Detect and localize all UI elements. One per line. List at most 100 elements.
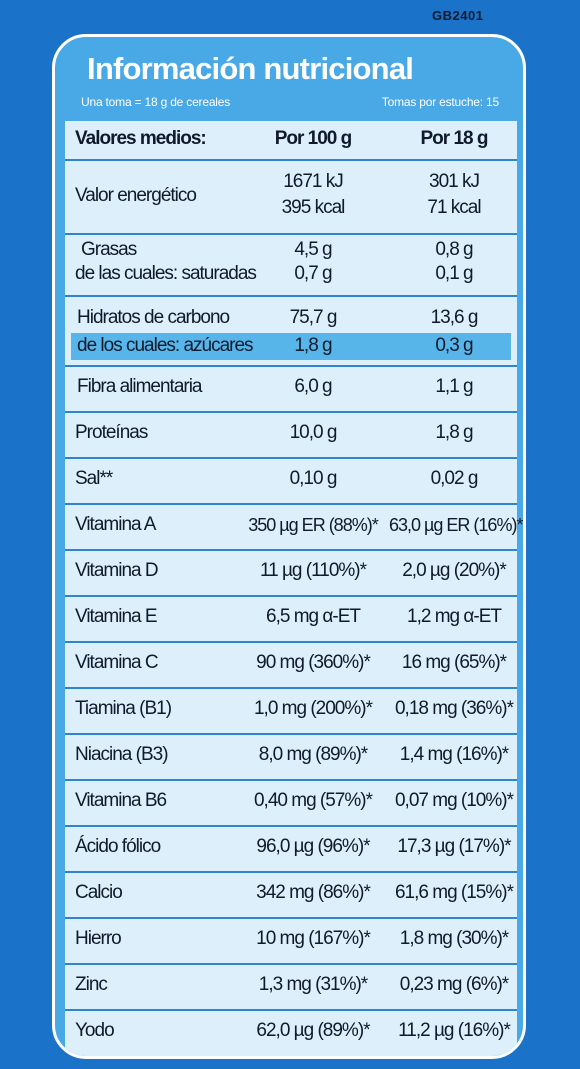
row-value-per18: 17,3 µg (17%)*: [397, 836, 511, 857]
row-value-per18: 301 kJ: [429, 171, 480, 192]
row-value-per18: 1,1 g: [435, 376, 473, 397]
divider: [65, 595, 517, 597]
row-value-per100: 6,0 g: [294, 376, 332, 397]
row-value-per18: 13,6 g: [430, 307, 479, 328]
row-name: Hidratos de carbono: [77, 307, 230, 328]
row-value-per18: 1,2 mg α-ET: [407, 606, 502, 627]
divider: [65, 687, 517, 689]
row-name: Vitamina D: [75, 560, 159, 581]
table-row: Vitamina A 350 µg ER (88%)* 63,0 µg ER (…: [65, 505, 523, 549]
table-row: de las cuales: saturadas 0,7 g 0,1 g: [65, 263, 517, 291]
divider: [65, 365, 517, 367]
row-value-per18: 0,18 mg (36%)*: [394, 698, 514, 719]
divider: [65, 295, 517, 297]
column-header-per18: Por 18 g: [420, 128, 489, 149]
row-value-per100: 0,7 g: [294, 263, 332, 284]
table-row: Sal** 0,10 g 0,02 g: [65, 459, 517, 503]
table-header-row: Valores medios: Por 100 g Por 18 g: [65, 121, 517, 161]
row-value-per18: 11,2 µg (16%)*: [398, 1020, 511, 1041]
row-name: Ácido fólico: [75, 836, 161, 857]
divider: [65, 549, 517, 551]
table-row: Ácido fólico 96,0 µg (96%)* 17,3 µg (17%…: [65, 827, 517, 871]
row-value-per18: 0,3 g: [435, 335, 473, 356]
table-row: de los cuales: azúcares 1,8 g 0,3 g: [65, 333, 517, 361]
row-name: Niacina (B3): [75, 744, 169, 765]
sugars-highlight: [71, 333, 511, 360]
row-value-per100: 8,0 mg (89%)*: [258, 744, 368, 765]
divider: [65, 503, 517, 505]
table-row: Proteínas 10,0 g 1,8 g: [65, 413, 517, 457]
row-value-per100: 4,5 g: [294, 239, 332, 260]
row-name: Zinc: [75, 974, 108, 995]
row-name: Vitamina C: [75, 652, 159, 673]
row-name: Proteínas: [75, 422, 148, 443]
servings-per-box: Tomas por estuche: 15: [381, 95, 499, 109]
row-value-per100: 96,0 µg (96%)*: [256, 836, 370, 857]
row-value-per18: 71 kcal: [427, 197, 481, 218]
row-value-per100: 90 mg (360%)*: [256, 652, 371, 673]
page-title: Información nutricional: [87, 51, 414, 86]
divider: [65, 963, 517, 965]
row-value-per100: 6,5 mg α-ET: [266, 606, 361, 627]
row-value-per100: 10,0 g: [289, 422, 338, 443]
row-value-per18: 1,8 mg (30%)*: [399, 928, 509, 949]
row-name: Vitamina B6: [75, 790, 167, 811]
row-value-per18: 1,4 mg (16%)*: [399, 744, 509, 765]
nutrition-table: Valores medios: Por 100 g Por 18 g Valor…: [65, 121, 523, 1056]
card-header: Información nutricional Una toma = 18 g …: [55, 37, 523, 123]
divider: [65, 733, 517, 735]
row-value-per100: 1,3 mg (31%)*: [258, 974, 368, 995]
divider: [65, 825, 517, 827]
row-value-per100: 350 µg ER (88%)*: [248, 515, 378, 535]
divider: [65, 1009, 517, 1011]
row-name: Sal**: [75, 468, 113, 489]
row-value-per18: 0,02 g: [430, 468, 479, 489]
row-name: Vitamina A: [75, 514, 156, 535]
row-value-per18: 16 mg (65%)*: [401, 652, 507, 673]
table-row: Tiamina (B1) 1,0 mg (200%)* 0,18 mg (36%…: [65, 689, 517, 733]
nutrition-card: Información nutricional Una toma = 18 g …: [52, 34, 526, 1059]
row-value-per18: 1,8 g: [435, 422, 473, 443]
column-header-name: Valores medios:: [75, 128, 207, 149]
row-name: Calcio: [75, 882, 123, 903]
row-value-per18: 0,8 g: [435, 239, 473, 260]
row-name: de los cuales: azúcares: [77, 335, 254, 356]
row-value-per18: 0,1 g: [435, 263, 473, 284]
row-name: Grasas: [81, 239, 137, 260]
row-value-per100: 10 mg (167%)*: [256, 928, 371, 949]
table-row: Vitamina C 90 mg (360%)* 16 mg (65%)*: [65, 643, 517, 687]
divider: [65, 779, 517, 781]
table-row: Fibra alimentaria 6,0 g 1,1 g: [65, 367, 517, 411]
table-row: Vitamina E 6,5 mg α-ET 1,2 mg α-ET: [65, 597, 517, 641]
row-value-per100: 62,0 µg (89%)*: [256, 1020, 370, 1041]
table-row: Hidratos de carbono 75,7 g 13,6 g: [65, 301, 517, 329]
table-row: Vitamina D 11 µg (110%)* 2,0 µg (20%)*: [65, 551, 517, 595]
row-name: Vitamina E: [75, 606, 158, 627]
divider: [65, 411, 517, 413]
row-value-per18: 63,0 µg ER (16%)*: [389, 515, 523, 535]
row-name: Tiamina (B1): [75, 698, 172, 719]
row-value-per100: 75,7 g: [289, 307, 338, 328]
table-row: Valor energético 1671 kJ 301 kJ 395 kcal…: [65, 161, 517, 233]
serving-size: Una toma = 18 g de cereales: [81, 95, 231, 109]
row-name: Hierro: [75, 928, 122, 949]
table-row: Hierro 10 mg (167%)* 1,8 mg (30%)*: [65, 919, 517, 963]
row-value-per100: 0,40 mg (57%)*: [253, 790, 373, 811]
table-row: Zinc 1,3 mg (31%)* 0,23 mg (6%)*: [65, 965, 517, 1009]
row-value-per18: 0,07 mg (10%)*: [394, 790, 514, 811]
row-value-per100: 11 µg (110%)*: [259, 560, 367, 581]
divider: [65, 871, 517, 873]
row-value-per18: 0,23 mg (6%)*: [399, 974, 509, 995]
divider: [65, 233, 517, 235]
table-row: Calcio 342 mg (86%)* 61,6 mg (15%)*: [65, 873, 517, 917]
row-value-per100: 0,10 g: [289, 468, 338, 489]
row-value-per18: 2,0 µg (20%)*: [402, 560, 507, 581]
table-row: Vitamina B6 0,40 mg (57%)* 0,07 mg (10%)…: [65, 781, 517, 825]
divider: [65, 457, 517, 459]
table-row: Niacina (B3) 8,0 mg (89%)* 1,4 mg (16%)*: [65, 735, 517, 779]
table-row: Yodo 62,0 µg (89%)* 11,2 µg (16%)*: [65, 1011, 517, 1055]
row-name: de las cuales: saturadas: [75, 263, 257, 284]
row-value-per100: 395 kcal: [281, 197, 346, 218]
row-value-per100: 1671 kJ: [283, 171, 344, 192]
divider: [65, 641, 517, 643]
